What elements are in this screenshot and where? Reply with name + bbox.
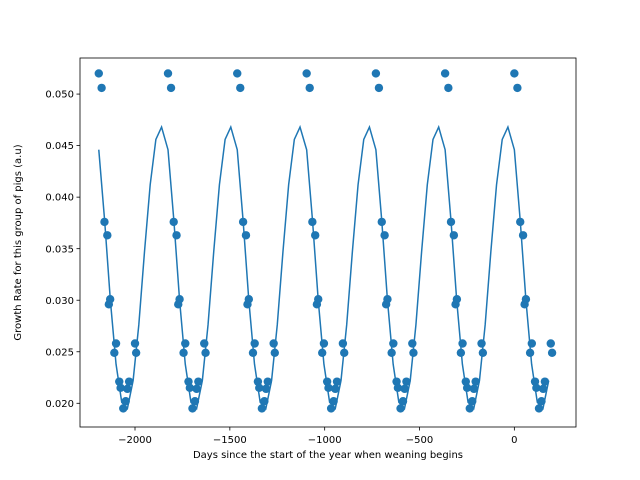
y-tick-label: 0.020 (45, 399, 74, 410)
scatter-point (534, 404, 544, 413)
scatter-point (94, 69, 103, 78)
scatter-point (469, 384, 479, 394)
scatter-point (192, 384, 201, 394)
scatter-point (319, 339, 329, 348)
scatter-point (477, 339, 486, 348)
scatter-point (111, 339, 121, 348)
scatter-point (538, 384, 548, 394)
x-axis-ticks: −2000 −1500 −1000 −500 0 (118, 427, 518, 446)
scatter-point (302, 69, 311, 78)
scatter-point (181, 339, 190, 348)
fit-curve-line (98, 124, 550, 411)
scatter-point (374, 83, 384, 93)
axes-frame (79, 57, 577, 428)
x-tick-label: −500 (406, 435, 433, 446)
scatter-point (166, 83, 176, 93)
scatter-point (547, 348, 557, 357)
scatter-point (326, 404, 336, 413)
scatter-point (402, 377, 411, 386)
scatter-point (269, 339, 278, 348)
y-tick-label: 0.030 (45, 296, 74, 307)
scatter-point (172, 231, 181, 240)
scatter-point (261, 384, 271, 394)
scatter-point (471, 377, 480, 386)
scatter-point (185, 383, 195, 393)
scatter-point (440, 69, 450, 78)
scatter-point (400, 384, 409, 394)
scatter-point (188, 404, 197, 413)
scatter-point (324, 383, 333, 393)
x-tick-label: 0 (511, 435, 517, 446)
scatter-point (97, 83, 106, 93)
scatter-point (124, 377, 134, 386)
x-tick-label: −1000 (308, 435, 342, 446)
scatter-point (103, 231, 112, 240)
scatter-point (518, 231, 528, 240)
scatter-point (311, 231, 320, 240)
scatter-point (163, 69, 173, 78)
scatter-point (331, 384, 340, 394)
y-tick-label: 0.040 (45, 193, 74, 204)
scatter-point (380, 231, 389, 240)
scatter-point (371, 69, 381, 78)
scatter-point (465, 404, 474, 413)
scatter-point (396, 404, 405, 413)
y-axis-ticks: 0.020 0.025 0.030 0.035 0.040 0.045 0.050 (45, 90, 80, 410)
scatter-point (408, 339, 417, 348)
scatter-point (540, 377, 550, 386)
scatter-point (546, 339, 555, 348)
x-tick-label: −1500 (213, 435, 247, 446)
scatter-point (263, 377, 272, 386)
x-tick-label: −2000 (118, 435, 152, 446)
scatter-point (236, 83, 245, 93)
plot-area (94, 69, 557, 413)
y-tick-label: 0.050 (45, 90, 74, 101)
scatter-point (513, 83, 522, 93)
scatter-point (510, 69, 519, 78)
scatter-point (233, 69, 242, 78)
scatter-point (305, 83, 314, 93)
scatter-point (449, 231, 459, 240)
y-axis-label: Growth Rate for this group of pigs (a.u) (13, 144, 24, 340)
scatter-point (116, 383, 125, 393)
scatter-point (241, 231, 251, 240)
scatter-point (194, 377, 203, 386)
scatter-point (444, 83, 453, 93)
scatter-point (123, 384, 132, 394)
scatter-point (257, 404, 267, 413)
y-tick-label: 0.035 (45, 244, 74, 255)
x-axis-label: Days since the start of the year when we… (193, 450, 463, 461)
scatter-point (119, 404, 128, 413)
y-tick-label: 0.025 (45, 347, 74, 358)
y-tick-label: 0.045 (45, 141, 74, 152)
scatter-point (332, 377, 342, 386)
